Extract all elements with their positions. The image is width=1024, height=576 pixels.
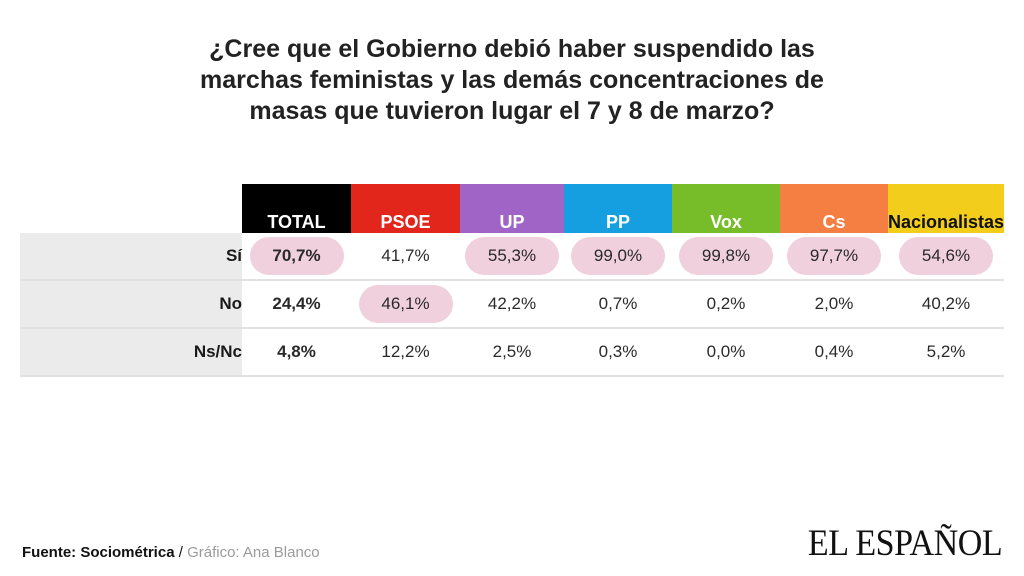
table-cell: 70,7% xyxy=(242,233,351,281)
column-header-vox: Vox xyxy=(672,184,780,233)
table-row: Sí 70,7% 41,7% 55,3% 99,0% 99,8% 97,7% 54,6% xyxy=(20,233,1005,281)
highlighted-value: 97,7% xyxy=(787,237,881,275)
table-cell: 5,2% xyxy=(888,328,1005,377)
highlighted-value: 46,1% xyxy=(358,285,453,323)
cell-value: 5,2% xyxy=(926,342,966,361)
table-cell: 2,0% xyxy=(780,280,888,329)
column-header-nacionalistas: Nacionalistas xyxy=(888,184,1005,233)
highlighted-value: 54,6% xyxy=(899,237,994,275)
cell-value: 0,2% xyxy=(706,294,746,313)
header-row: TOTAL PSOE UP PP Vox Cs Nacionalistas xyxy=(20,184,1005,233)
title-line-1: ¿Cree que el Gobierno debió haber suspen… xyxy=(209,35,815,63)
cell-value: 41,7% xyxy=(381,246,430,265)
cell-value: 2,5% xyxy=(492,342,532,361)
table-cell: 0,0% xyxy=(672,328,780,377)
cell-value: 0,0% xyxy=(706,342,746,361)
table-row: No 24,4% 46,1% 42,2% 0,7% 0,2% 2,0% 40,2% xyxy=(20,280,1005,329)
el-espanol-logo: EL ESPAÑOL xyxy=(807,523,1003,564)
title-line-3: masas que tuvieron lugar el 7 y 8 de mar… xyxy=(249,97,775,125)
table-cell: 12,2% xyxy=(351,328,460,377)
column-header-total: TOTAL xyxy=(242,184,351,233)
table-cell: 0,3% xyxy=(564,328,672,377)
cell-value: 42,2% xyxy=(487,294,537,313)
row-label: Sí xyxy=(20,233,242,281)
table-cell: 0,4% xyxy=(780,328,888,377)
chart-title: ¿Cree que el Gobierno debió haber suspen… xyxy=(0,34,1024,127)
table-cell: 40,2% xyxy=(888,280,1005,329)
table-cell: 41,7% xyxy=(351,233,460,281)
cell-value: 0,7% xyxy=(598,294,638,313)
footer-source: Fuente: Sociométrica xyxy=(22,544,175,561)
table-body: Sí 70,7% 41,7% 55,3% 99,0% 99,8% 97,7% 54,6% No 2… xyxy=(20,233,1005,377)
cell-value: 4,8% xyxy=(277,342,316,361)
cell-value: 0,4% xyxy=(814,342,854,361)
table-cell: 97,7% xyxy=(780,233,888,281)
highlighted-value: 99,0% xyxy=(571,237,665,275)
footer-separator: / xyxy=(174,544,188,561)
results-table: TOTAL PSOE UP PP Vox Cs Nacionalistas Sí 70,7% 4… xyxy=(20,184,1005,377)
header-corner xyxy=(20,184,242,233)
table-cell: 99,8% xyxy=(672,233,780,281)
table-cell: 0,7% xyxy=(564,280,672,329)
table-cell: 42,2% xyxy=(460,280,564,329)
table-row: Ns/Nc 4,8% 12,2% 2,5% 0,3% 0,0% 0,4% 5,2% xyxy=(20,328,1005,377)
row-label: No xyxy=(20,280,242,329)
column-header-psoe: PSOE xyxy=(351,184,460,233)
column-header-pp: PP xyxy=(564,184,672,233)
highlighted-value: 55,3% xyxy=(465,237,559,275)
table-cell: 54,6% xyxy=(888,233,1005,281)
footer-credit: Gráfico: Ana Blanco xyxy=(187,544,320,561)
title-line-2: marchas feministas y las demás concentra… xyxy=(200,66,824,94)
table-cell: 0,2% xyxy=(672,280,780,329)
table-cell: 55,3% xyxy=(460,233,564,281)
table-cell: 99,0% xyxy=(564,233,672,281)
table-cell: 2,5% xyxy=(460,328,564,377)
table-cell: 24,4% xyxy=(242,280,351,329)
cell-value: 24,4% xyxy=(272,294,321,313)
row-label: Ns/Nc xyxy=(20,328,242,377)
cell-value: 40,2% xyxy=(921,294,971,313)
highlighted-value: 70,7% xyxy=(249,237,344,275)
cell-value: 2,0% xyxy=(814,294,854,313)
cell-value: 0,3% xyxy=(598,342,638,361)
highlighted-value: 99,8% xyxy=(679,237,773,275)
table-cell: 4,8% xyxy=(242,328,351,377)
column-header-cs: Cs xyxy=(780,184,888,233)
column-header-up: UP xyxy=(460,184,564,233)
cell-value: 12,2% xyxy=(381,342,430,361)
table-cell: 46,1% xyxy=(351,280,460,329)
footer: Fuente: Sociométrica / Gráfico: Ana Blan… xyxy=(22,544,320,561)
